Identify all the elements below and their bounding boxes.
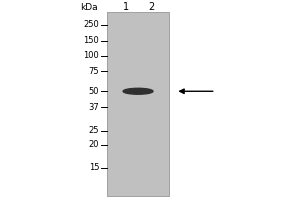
Text: 250: 250 — [83, 20, 99, 29]
Text: 1: 1 — [123, 2, 129, 12]
Text: kDa: kDa — [80, 3, 98, 12]
Text: 75: 75 — [88, 67, 99, 76]
Text: 2: 2 — [148, 2, 154, 12]
Text: 20: 20 — [89, 140, 99, 149]
Text: 15: 15 — [89, 163, 99, 172]
Text: 25: 25 — [89, 126, 99, 135]
Ellipse shape — [123, 88, 153, 94]
Text: 50: 50 — [89, 87, 99, 96]
Text: 100: 100 — [83, 51, 99, 60]
Text: 37: 37 — [88, 103, 99, 112]
Text: 150: 150 — [83, 36, 99, 45]
Bar — [107, 12, 170, 196]
